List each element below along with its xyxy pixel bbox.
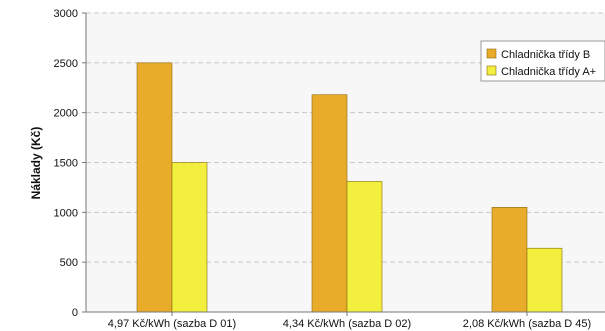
x-tick-label: 2,08 Kč/kWh (sazba D 45) bbox=[463, 318, 591, 330]
y-tick-label: 2500 bbox=[54, 58, 78, 70]
x-tick-label: 4,97 Kč/kWh (sazba D 01) bbox=[108, 318, 236, 330]
y-tick-label: 2000 bbox=[54, 108, 78, 120]
bar-class-b-1 bbox=[136, 62, 173, 313]
y-tick-label: 1000 bbox=[54, 207, 78, 219]
legend-swatch bbox=[486, 65, 497, 76]
bar-class-b-3 bbox=[491, 207, 528, 313]
bars bbox=[136, 62, 563, 313]
y-tick-label: 3000 bbox=[54, 8, 78, 20]
bar-class-b-2 bbox=[311, 94, 348, 313]
y-tick-label: 0 bbox=[72, 307, 78, 319]
y-tick-label: 1500 bbox=[54, 158, 78, 170]
y-tick-label: 500 bbox=[60, 257, 78, 269]
legend-box bbox=[480, 40, 605, 82]
y-tick-labels: 0 500 1000 1500 2000 2500 3000 bbox=[54, 8, 86, 319]
bar-class-a-plus-3 bbox=[526, 247, 563, 313]
bar-class-a-plus-2 bbox=[346, 181, 383, 313]
legend-label: Chladnička třídy A+ bbox=[501, 66, 596, 78]
x-tick-labels: 4,97 Kč/kWh (sazba D 01) 4,34 Kč/kWh (saz… bbox=[108, 312, 591, 330]
legend-swatch bbox=[486, 48, 497, 59]
legend: Chladnička třídy B Chladnička třídy A+ bbox=[480, 40, 605, 82]
y-axis-label: Náklady (Kč) bbox=[29, 127, 43, 200]
x-tick-label: 4,34 Kč/kWh (sazba D 02) bbox=[283, 318, 411, 330]
bar-class-a-plus-1 bbox=[171, 162, 208, 313]
legend-label: Chladnička třídy B bbox=[501, 49, 590, 61]
